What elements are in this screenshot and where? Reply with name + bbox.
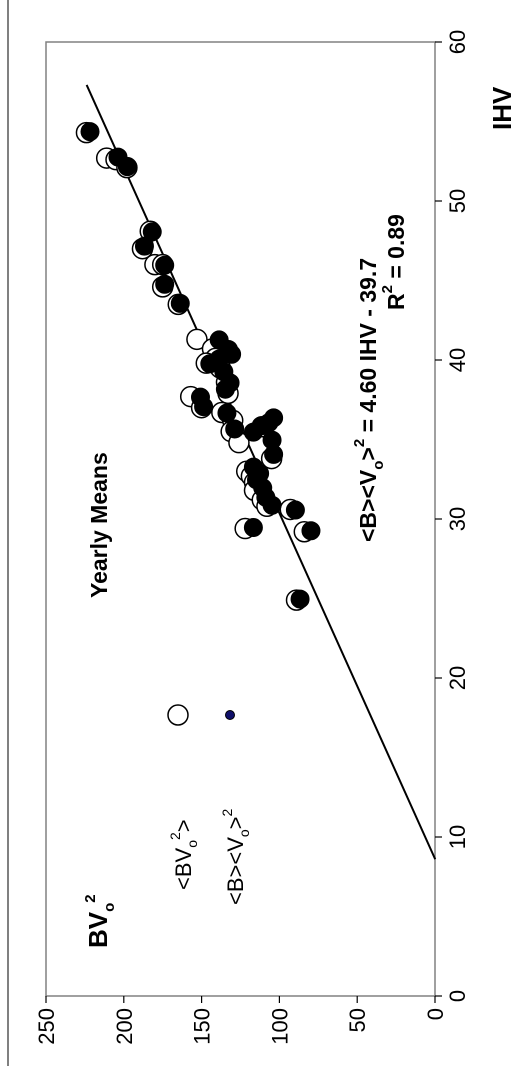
- point-filled: [243, 518, 263, 538]
- y-tick-label: 150: [190, 1008, 215, 1045]
- point-filled: [264, 444, 284, 464]
- legend-marker-filled-circle: [225, 710, 235, 720]
- x-tick-label: 20: [445, 666, 470, 690]
- fit-equation-label: <B><Vo>2 = 4.60 IHV - 39.7: [351, 258, 387, 542]
- legend-marker-open-circle: [167, 704, 189, 726]
- point-filled: [155, 255, 175, 275]
- point-filled: [290, 589, 310, 609]
- point-filled: [225, 419, 245, 439]
- x-tick-label: 30: [445, 507, 470, 531]
- point-filled: [215, 379, 235, 399]
- axes-layer: 0 10 20 30 40 50 60 0 50 100 150 200 250: [34, 30, 470, 1045]
- point-filled: [194, 397, 214, 417]
- legend-label-mean-bvo2: <BVo2>: [167, 819, 200, 890]
- x-axis-title: IHV: [487, 86, 517, 130]
- point-filled: [134, 236, 154, 256]
- y-tick-label: 200: [112, 1008, 137, 1045]
- point-filled: [170, 293, 190, 313]
- y-axis-title: BVo2: [82, 894, 118, 948]
- point-filled: [262, 495, 282, 515]
- chart-annotation-yearly-means: Yearly Means: [86, 452, 112, 598]
- point-open: [186, 328, 208, 351]
- point-filled: [243, 422, 263, 442]
- annotations: BVo2 <BVo2> <B><Vo>2 Yearly Means <B><Vo…: [82, 86, 517, 948]
- point-filled: [301, 521, 321, 541]
- point-filled: [80, 122, 100, 142]
- point-filled: [285, 500, 305, 520]
- fit-r2-label: R2 = 0.89: [379, 214, 409, 310]
- x-tick-label: 0: [445, 990, 470, 1002]
- points-layer: [75, 121, 321, 611]
- point-filled: [155, 274, 175, 294]
- y-tick-label: 250: [34, 1008, 59, 1045]
- x-tick-label: 40: [445, 348, 470, 372]
- x-tick-label: 10: [445, 825, 470, 849]
- y-tick-label: 0: [423, 1008, 448, 1020]
- y-tick-label: 50: [345, 1008, 370, 1032]
- legend-label-b-vo2: <B><Vo>2: [219, 808, 252, 905]
- y-tick-label: 100: [267, 1008, 292, 1045]
- point-filled: [217, 403, 237, 423]
- x-tick-label: 60: [445, 30, 470, 54]
- x-tick-label: 50: [445, 189, 470, 213]
- point-filled: [117, 157, 137, 177]
